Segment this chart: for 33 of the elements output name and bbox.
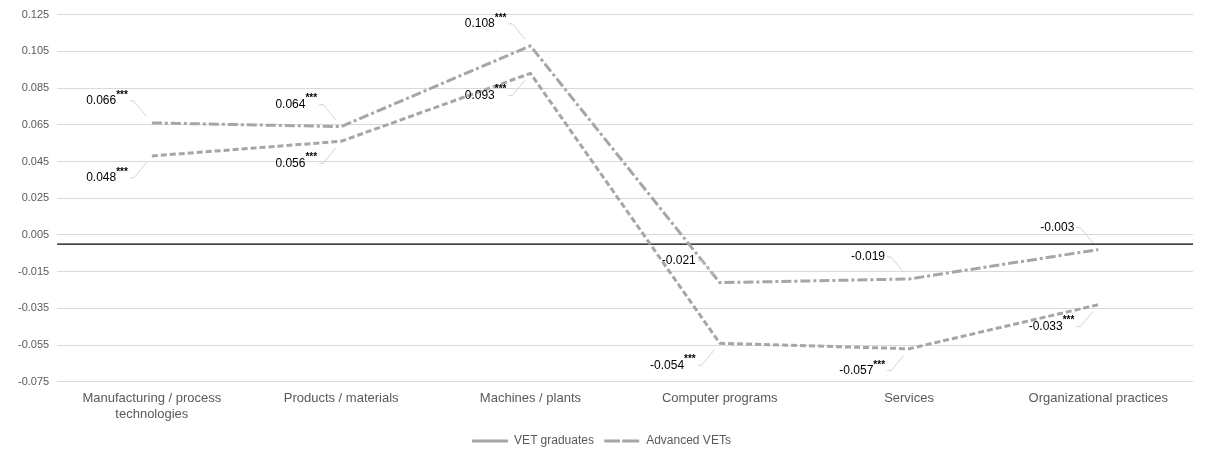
data-label: -0.033*** xyxy=(1028,314,1075,333)
y-tick-label: 0.045 xyxy=(21,154,50,167)
y-tick-label: 0.085 xyxy=(21,81,50,94)
data-label: 0.064*** xyxy=(275,92,318,111)
data-label: 0.056*** xyxy=(275,151,318,170)
legend-label: Advanced VETs xyxy=(646,433,731,448)
y-tick-label: -0.075 xyxy=(17,374,50,387)
y-tick-label: 0.025 xyxy=(21,191,50,204)
data-label: -0.057*** xyxy=(839,358,886,378)
y-tick-label: 0.065 xyxy=(21,117,50,130)
x-tick-label: Services xyxy=(884,390,935,406)
y-tick-label: 0.125 xyxy=(21,7,50,20)
y-tick-label: 0.105 xyxy=(21,44,50,57)
data-label: 0.048*** xyxy=(86,165,128,185)
legend-label: VET graduates xyxy=(514,433,594,448)
y-tick-label: -0.055 xyxy=(17,338,50,351)
data-label: 0.093*** xyxy=(464,83,507,102)
data-label: -0.003 xyxy=(1040,219,1075,234)
line-series xyxy=(150,71,1100,351)
x-tick-label: Products / materials xyxy=(283,390,400,406)
y-tick-label: -0.035 xyxy=(17,301,50,314)
x-tick-label: Organizational practices xyxy=(1028,390,1169,406)
data-label: -0.054*** xyxy=(650,352,696,372)
y-tick-label: -0.015 xyxy=(17,264,50,277)
data-label: 0.066*** xyxy=(86,88,128,108)
x-tick-label: Machines / plants xyxy=(479,390,582,406)
data-label: 0.108*** xyxy=(464,11,507,31)
x-tick-label: Computer programs xyxy=(661,390,779,406)
x-tick-label: Manufacturing / process technologies xyxy=(82,390,222,421)
data-label: -0.021 xyxy=(661,252,697,267)
y-tick-label: 0.005 xyxy=(21,227,50,240)
data-label: -0.019 xyxy=(851,249,886,264)
line-series xyxy=(150,44,1100,285)
